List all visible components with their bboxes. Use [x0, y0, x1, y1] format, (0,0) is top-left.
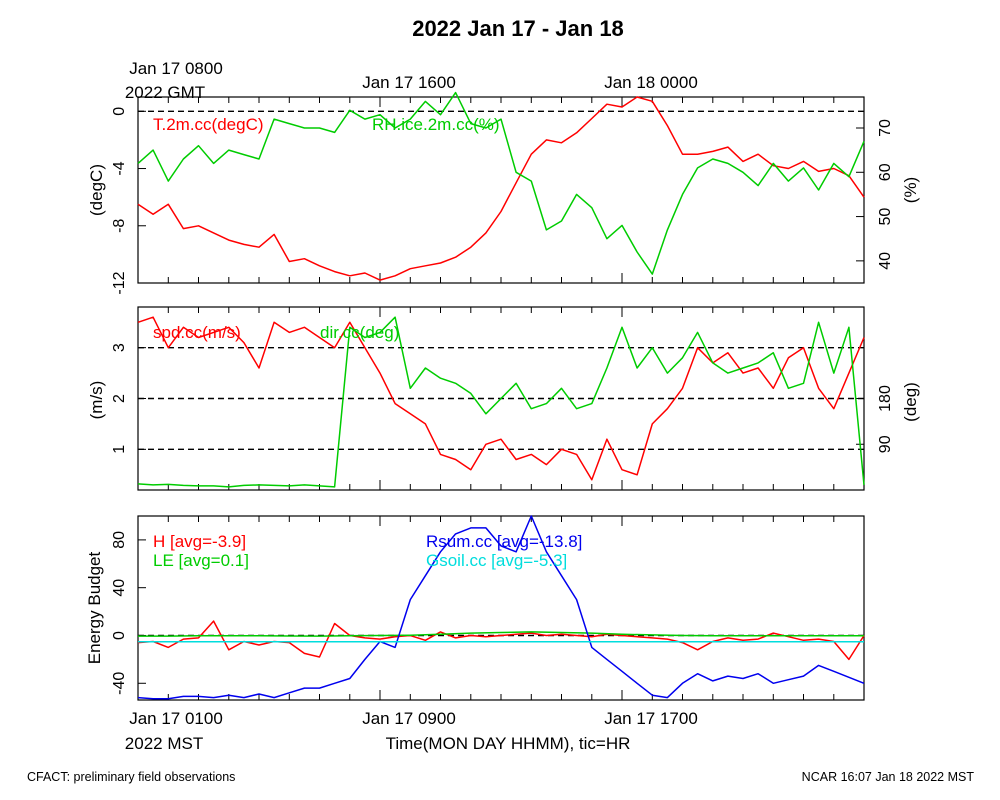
- y-tick-label: -40: [111, 672, 128, 695]
- y-tick-label: 40: [111, 579, 128, 597]
- panel-1-y2label: (%): [901, 177, 920, 203]
- legend-wind-speed: spd.cc(m/s): [153, 323, 241, 342]
- panel-wind: 1 2 3 180 90: [111, 307, 894, 490]
- top-axis-label-1-line2: 2022 GMT: [125, 83, 205, 102]
- series-line-red: [137, 96, 865, 281]
- y-tick-label: 80: [111, 531, 128, 549]
- y-tick-label: 0: [111, 631, 128, 640]
- y2-tick-label: 50: [877, 208, 894, 226]
- y2-tick-label: 70: [877, 119, 894, 137]
- series-line-blue: [137, 515, 865, 700]
- series-line-red: [137, 620, 865, 661]
- y-tick-label: 0: [111, 107, 128, 116]
- legend-latent-heat: LE [avg=0.1]: [153, 551, 249, 570]
- legend-soil-heat: Gsoil.cc [avg=-5.3]: [426, 551, 567, 570]
- top-axis-label-1: Jan 17 0800: [129, 59, 223, 78]
- footer-right: NCAR 16:07 Jan 18 2022 MST: [802, 770, 975, 784]
- panel-3-ylabel: Energy Budget: [85, 551, 104, 664]
- top-axis-label-2: Jan 17 1600: [362, 73, 456, 92]
- series-line-green: [137, 316, 865, 488]
- y-tick-label: -4: [111, 161, 128, 175]
- panel-temperature-rh: 0 -4 -8 -12 70 60 50 40: [111, 91, 894, 295]
- y-tick-label: 1: [111, 445, 128, 454]
- legend-wind-direction: dir.cc(deg): [320, 323, 399, 342]
- bottom-axis-label-2: Jan 17 0900: [362, 709, 456, 728]
- y2-tick-label: 90: [877, 435, 894, 453]
- legend-rh-ice: RH.ice.2m.cc(%): [372, 115, 500, 134]
- panel-1-ylabel: (degC): [87, 164, 106, 216]
- bottom-axis-label-3: Jan 17 1700: [604, 709, 698, 728]
- footer-left: CFACT: preliminary field observations: [27, 770, 235, 784]
- legend-temperature: T.2m.cc(degC): [153, 115, 264, 134]
- x-axis-label: Time(MON DAY HHMM), tic=HR: [386, 734, 631, 753]
- legend-sensible-heat: H [avg=-3.9]: [153, 532, 246, 551]
- y-tick-label: -12: [111, 271, 128, 294]
- bottom-axis-label-1-line2: 2022 MST: [125, 734, 203, 753]
- series-line-green: [138, 631, 865, 637]
- y-tick-label: 2: [111, 394, 128, 403]
- series-line-green: [137, 91, 865, 275]
- legend-radiation-sum: Rsum.cc [avg=-13.8]: [426, 532, 582, 551]
- chart-title: 2022 Jan 17 - Jan 18: [412, 16, 624, 41]
- panel-2-ylabel: (m/s): [87, 381, 106, 420]
- panel-energy-budget: 80 40 0 -40: [111, 515, 865, 700]
- y-tick-label: 3: [111, 343, 128, 352]
- y-tick-label: -8: [111, 219, 128, 233]
- series-line-red: [137, 316, 865, 481]
- top-axis-label-3: Jan 18 0000: [604, 73, 698, 92]
- panel-2-y2label: (deg): [901, 382, 920, 422]
- bottom-axis-label-1: Jan 17 0100: [129, 709, 223, 728]
- y2-tick-label: 60: [877, 163, 894, 181]
- y2-tick-label: 180: [877, 385, 894, 412]
- y2-tick-label: 40: [877, 252, 894, 270]
